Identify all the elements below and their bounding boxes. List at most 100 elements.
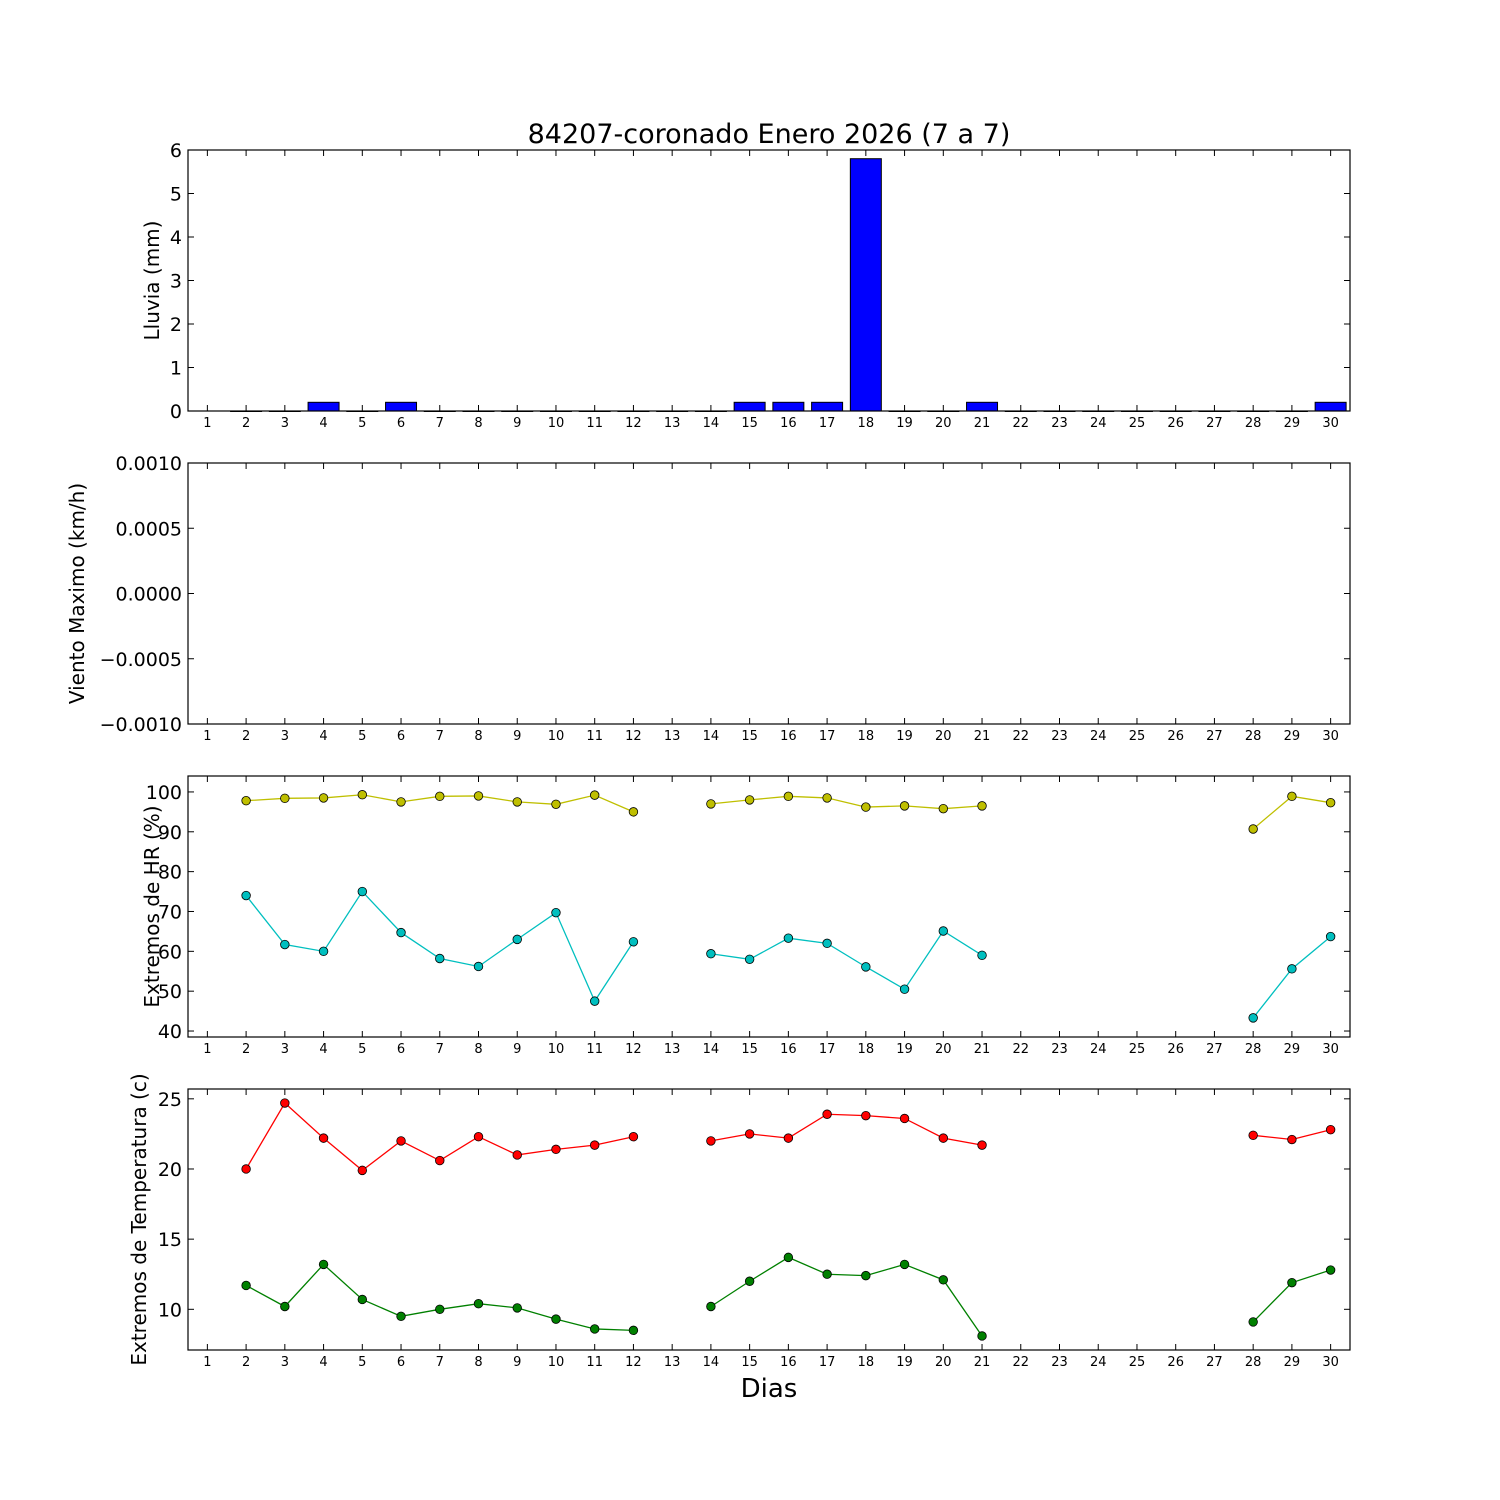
temperature-ytick-label: 10	[158, 1299, 182, 1321]
temperature-xtick-label: 21	[974, 1355, 991, 1370]
wind-xtick-label: 9	[513, 729, 521, 744]
humidity-series-1-point	[706, 949, 716, 959]
humidity-xtick-label: 15	[741, 1042, 758, 1057]
rain-xtick-label: 19	[896, 416, 913, 431]
wind-xtick-label: 26	[1167, 729, 1184, 744]
wind-xtick-label: 27	[1206, 729, 1223, 744]
rain-xtick-label: 4	[319, 416, 327, 431]
rain-xtick-label: 3	[281, 416, 289, 431]
humidity-series-1-point	[1248, 1013, 1258, 1023]
temperature-xtick-label: 2	[242, 1355, 250, 1370]
humidity-xtick-label: 10	[548, 1042, 565, 1057]
temperature-ytick-label: 25	[158, 1089, 182, 1111]
x-axis-label: Dias	[741, 1374, 798, 1404]
temperature-plot-frame	[187, 1088, 1351, 1351]
temperature-series-1-point	[318, 1259, 329, 1270]
rain-xtick-label: 12	[625, 416, 642, 431]
humidity-series-0-point	[1287, 791, 1297, 802]
wind-xtick-label: 17	[819, 729, 836, 744]
rain-bar	[966, 401, 999, 412]
humidity-series-1-point	[899, 984, 910, 994]
humidity-series-0-point	[628, 807, 639, 817]
wind-xtick-label: 4	[319, 729, 327, 744]
temperature-xtick-label: 24	[1090, 1355, 1107, 1370]
rain-xtick-label: 8	[474, 416, 482, 431]
wind-xtick-label: 24	[1090, 729, 1107, 744]
rain-bar	[772, 401, 805, 412]
humidity-xtick-label: 5	[358, 1042, 366, 1057]
humidity-xtick-label: 17	[819, 1042, 836, 1057]
temperature-xtick-label: 11	[586, 1355, 603, 1370]
rain-ytick-label: 6	[170, 140, 182, 162]
temperature-series-0-point	[473, 1132, 484, 1142]
temperature-series-0-point	[899, 1113, 910, 1124]
rain-xtick-label: 20	[935, 416, 952, 431]
rain-ytick-label: 1	[170, 358, 182, 380]
rain-xtick-label: 26	[1167, 416, 1184, 431]
temperature-series-0-point	[1325, 1124, 1336, 1135]
temperature-xtick-label: 10	[548, 1355, 565, 1370]
wind-xtick-label: 11	[586, 729, 603, 744]
humidity-xtick-label: 30	[1322, 1042, 1339, 1057]
temperature-series-1-point	[899, 1259, 910, 1270]
wind-ytick-label: 0.0000	[116, 584, 182, 606]
wind-xtick-label: 1	[203, 729, 211, 744]
temperature-ytick-label: 15	[158, 1229, 182, 1251]
temperature-ytick-label: 20	[158, 1159, 182, 1181]
temperature-series-0-line	[710, 1113, 983, 1146]
rain-xtick-label: 22	[1012, 416, 1029, 431]
temperature-xtick-label: 26	[1167, 1355, 1184, 1370]
temperature-y-axis-label: Extremos de Temperatura (c)	[127, 1073, 151, 1365]
humidity-series-0-point	[357, 790, 368, 800]
humidity-ytick-label: 90	[158, 822, 182, 844]
rain-xtick-label: 7	[436, 416, 444, 431]
humidity-series-1-line	[245, 890, 634, 1003]
temperature-series-1-point	[1248, 1317, 1258, 1327]
wind-xtick-label: 6	[397, 729, 405, 744]
humidity-xtick-label: 4	[319, 1042, 327, 1057]
wind-xtick-label: 22	[1012, 729, 1029, 744]
humidity-series-1-point	[1325, 931, 1336, 942]
temperature-xtick-label: 25	[1129, 1355, 1146, 1370]
humidity-xtick-label: 20	[935, 1042, 952, 1057]
wind-xtick-label: 12	[625, 729, 642, 744]
humidity-xtick-label: 12	[625, 1042, 642, 1057]
humidity-xtick-label: 21	[974, 1042, 991, 1057]
temperature-series-1-point	[241, 1280, 251, 1291]
humidity-xtick-label: 16	[780, 1042, 797, 1057]
humidity-ytick-label: 70	[158, 901, 182, 923]
rain-bar	[811, 401, 844, 412]
humidity-series-1-point	[280, 939, 290, 950]
humidity-series-1-point	[822, 938, 832, 949]
humidity-series-0-point	[744, 795, 755, 805]
temperature-series-0-point	[551, 1144, 561, 1155]
rain-xtick-label: 15	[741, 416, 758, 431]
humidity-xtick-label: 14	[703, 1042, 720, 1057]
humidity-series-1-point	[357, 886, 368, 897]
humidity-series-0-point	[551, 799, 561, 809]
temperature-xtick-label: 20	[935, 1355, 952, 1370]
temperature-series-0-point	[241, 1164, 251, 1174]
temperature-xtick-label: 5	[358, 1355, 366, 1370]
wind-xtick-label: 3	[281, 729, 289, 744]
temperature-series-1-point	[396, 1311, 406, 1322]
humidity-series-1-point	[551, 907, 561, 918]
temperature-xtick-label: 17	[819, 1355, 836, 1370]
rain-bar	[385, 401, 418, 412]
temperature-series-0-point	[938, 1133, 949, 1143]
wind-plot-frame	[187, 462, 1351, 725]
temperature-series-0-point	[706, 1136, 716, 1146]
humidity-series-0-point	[861, 802, 871, 812]
humidity-xtick-label: 13	[664, 1042, 681, 1057]
rain-ytick-label: 0	[170, 401, 182, 423]
humidity-series-0-point	[590, 790, 600, 800]
temperature-series-1-line	[1252, 1269, 1331, 1323]
temperature-series-0-point	[590, 1140, 600, 1150]
temperature-series-0-point	[628, 1132, 639, 1142]
rain-xtick-label: 16	[780, 416, 797, 431]
wind-xtick-label: 29	[1284, 729, 1301, 744]
humidity-series-0-point	[435, 791, 445, 802]
temperature-series-0-point	[1287, 1134, 1297, 1145]
humidity-series-0-point	[280, 793, 290, 804]
